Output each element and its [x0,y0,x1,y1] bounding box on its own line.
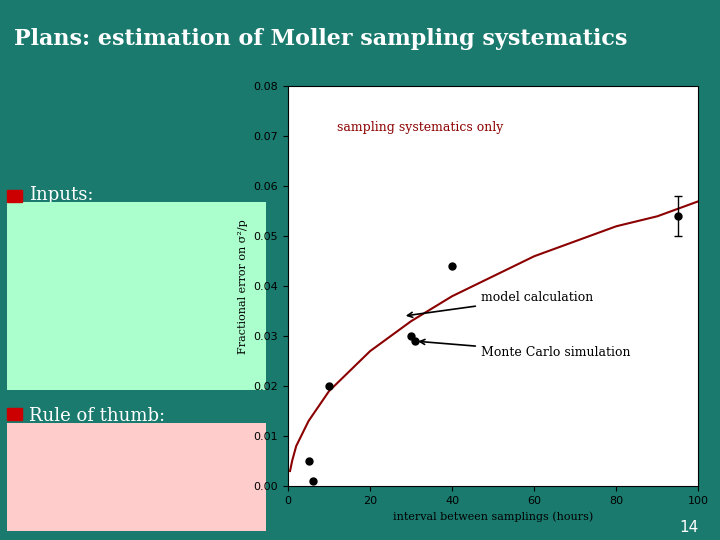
Text: Monte Carlo simulation: Monte Carlo simulation [420,340,631,359]
Text: Inputs:: Inputs: [29,186,94,204]
Bar [7,408,22,420]
Point [323,382,335,390]
FancyBboxPatch shape [7,202,266,390]
FancyBboxPatch shape [7,422,266,531]
Text: $\mathit{f}_{\rm samp}$  = variable: $\mathit{f}_{\rm samp}$ = variable [43,344,169,365]
Text: $T$  = 2000 hr: $T$ = 2000 hr [43,309,143,325]
Bar [7,190,22,202]
Point [672,212,684,220]
Text: $\mathit{f}_{\rm jump}$  = 1/10 min: $\mathit{f}_{\rm jump}$ = 1/10 min [43,274,173,294]
Text: Plans: estimation of Moller sampling systematics: Plans: estimation of Moller sampling sys… [14,28,628,50]
Point [405,332,417,341]
Text: $\delta\mathit{P}_{\rm rms}$  = 0.15: $\delta\mathit{P}_{\rm rms}$ = 0.15 [43,242,145,260]
Text: Rule of thumb:: Rule of thumb: [29,407,165,424]
X-axis label: interval between samplings (hours): interval between samplings (hours) [393,511,593,522]
Text: sampling systematics only: sampling systematics only [337,122,503,134]
Point [410,337,421,346]
Text: 14: 14 [679,519,698,535]
Point [302,457,314,465]
Point [307,477,318,485]
Text: model calculation: model calculation [408,291,593,318]
Text: $\mathit{P}_{\rm ave}$  = 0.70: $\mathit{P}_{\rm ave}$ = 0.70 [43,209,135,227]
Y-axis label: Fractional error on σ²/p: Fractional error on σ²/p [238,219,248,354]
Point [446,262,458,271]
Text: Adjust the sample
frequency until the
statistical errors per
sample match δP.: Adjust the sample frequency until the st… [29,443,174,515]
